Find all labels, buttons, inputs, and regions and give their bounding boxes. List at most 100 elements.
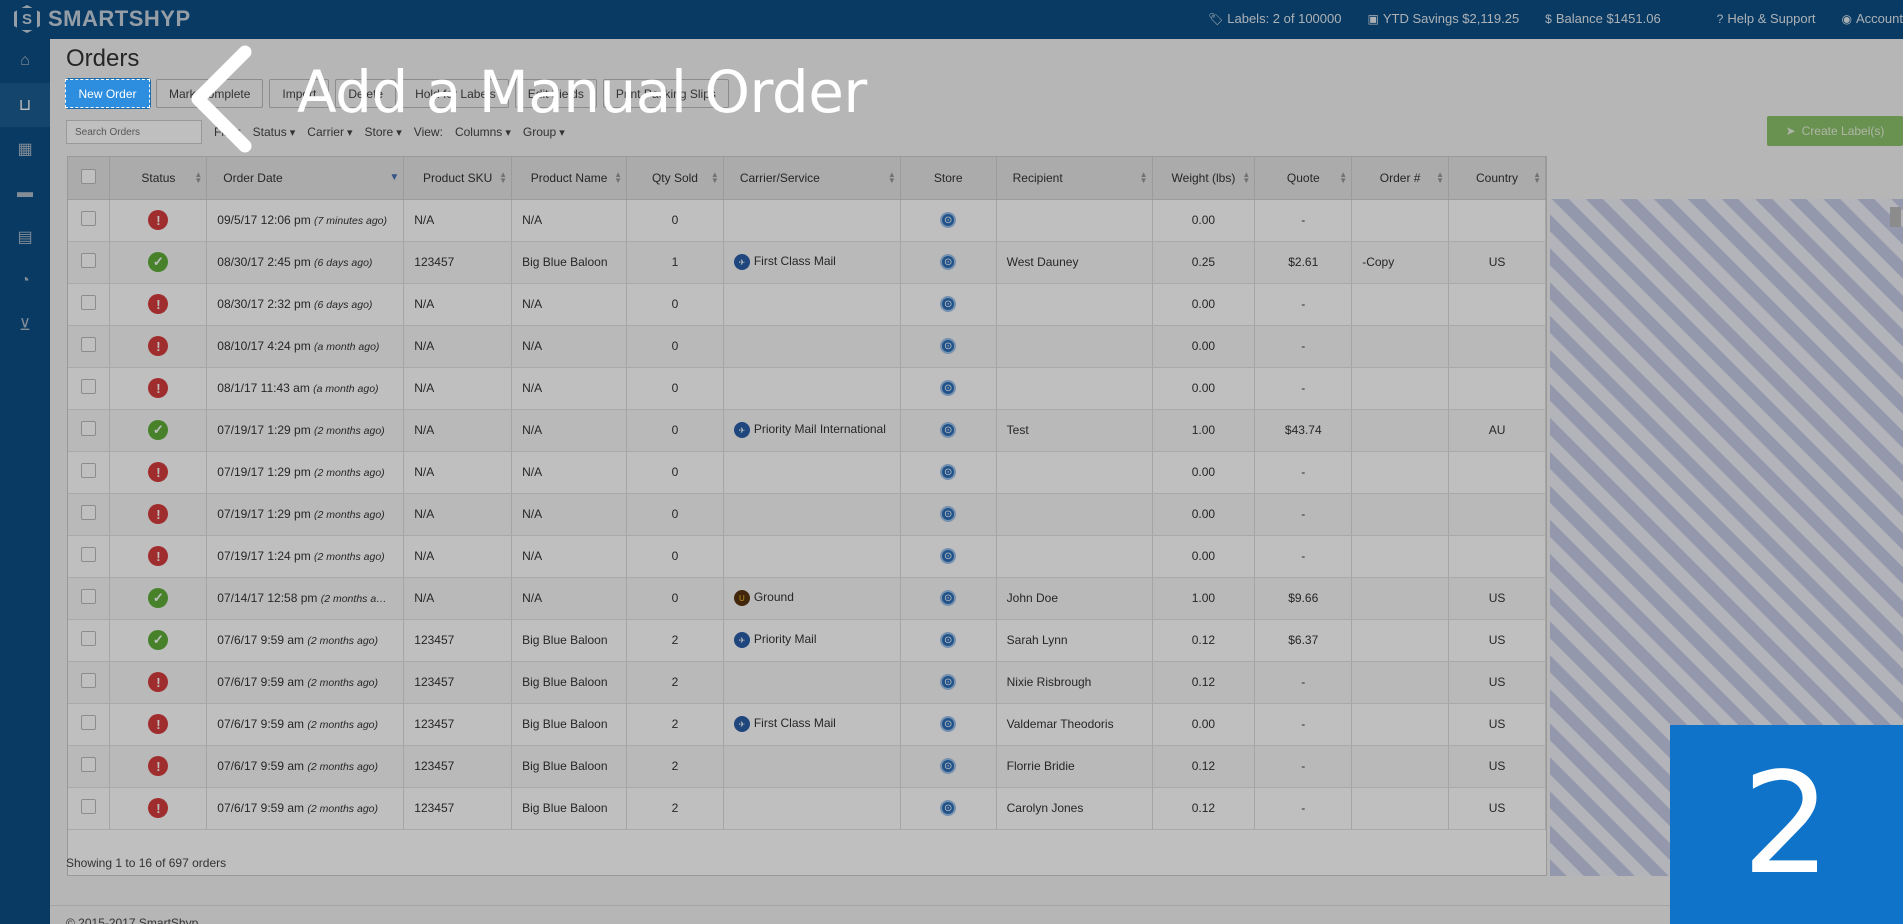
columns-dropdown[interactable]: Columns: [455, 125, 511, 139]
truck-icon[interactable]: ▬: [17, 184, 33, 201]
order-number-cell: [1351, 367, 1450, 410]
row-checkbox-cell: [68, 703, 111, 746]
print-packing-slips-button[interactable]: Print Packing Slips: [602, 79, 729, 108]
row-checkbox-cell: [68, 367, 111, 410]
col-quote[interactable]: Quote ▲ ▼: [1254, 157, 1353, 200]
country-cell: [1448, 451, 1546, 494]
recipient-cell: [996, 451, 1153, 494]
product-name-cell: N/A: [511, 577, 628, 620]
order-date-relative: (2 months ago): [314, 425, 385, 437]
order-date-cell: 08/30/17 2:32 pm (6 days ago): [206, 283, 405, 326]
recipient-cell: John Doe: [996, 577, 1153, 620]
table-row[interactable]: ! 07/6/17 9:59 am (2 months ago) 123457 …: [68, 745, 1546, 788]
create-labels-label: Create Label(s): [1801, 124, 1885, 138]
table-row[interactable]: ! 07/6/17 9:59 am (2 months ago) 123457 …: [68, 703, 1546, 746]
col-product-sku[interactable]: Product SKU ▲ ▼: [403, 157, 513, 200]
order-date: 08/30/17 2:32 pm: [217, 297, 311, 311]
table-row[interactable]: ✓ 07/14/17 12:58 pm (2 months a… N/A N/A…: [68, 577, 1546, 620]
store-icon: ⊙: [940, 212, 957, 229]
store-cell: ⊙: [900, 787, 997, 830]
select-all-checkbox[interactable]: [81, 168, 97, 184]
quote-cell: -: [1254, 199, 1353, 242]
row-checkbox[interactable]: [81, 253, 97, 268]
table-row[interactable]: ! 08/1/17 11:43 am (a month ago) N/A N/A…: [68, 367, 1546, 410]
col-product-name[interactable]: Product Name ▲ ▼: [511, 157, 628, 200]
basket-icon[interactable]: ⊔: [0, 83, 50, 127]
row-checkbox-cell: [68, 661, 111, 704]
weight-cell: 0.00: [1152, 451, 1256, 494]
qty-cell: 0: [626, 283, 724, 326]
col-carrier-service[interactable]: Carrier/Service ▲ ▼: [723, 157, 901, 200]
search-input[interactable]: [66, 120, 202, 144]
col-quote-label: Quote: [1286, 170, 1320, 185]
row-checkbox[interactable]: [81, 673, 97, 688]
pie-chart-icon[interactable]: ◔: [20, 272, 30, 289]
table-row[interactable]: ✓ 08/30/17 2:45 pm (6 days ago) 123457 B…: [68, 241, 1546, 284]
delete-button[interactable]: Delete: [335, 79, 397, 108]
col-status[interactable]: Status ▲ ▼: [109, 157, 208, 200]
table-row[interactable]: ! 08/10/17 4:24 pm (a month ago) N/A N/A…: [68, 325, 1546, 368]
row-checkbox[interactable]: [81, 295, 97, 310]
store-cell: ⊙: [900, 661, 997, 704]
col-weight[interactable]: Weight (lbs) ▲ ▼: [1152, 157, 1256, 200]
row-checkbox[interactable]: [81, 505, 97, 520]
col-store[interactable]: Store: [900, 157, 997, 200]
row-checkbox[interactable]: [81, 421, 97, 436]
col-order-number[interactable]: Order # ▲ ▼: [1351, 157, 1450, 200]
order-date: 07/6/17 9:59 am: [217, 717, 305, 731]
table-row[interactable]: ! 07/6/17 9:59 am (2 months ago) 123457 …: [68, 787, 1546, 830]
calendar-icon[interactable]: ▦: [17, 141, 33, 158]
table-row[interactable]: ✓ 07/19/17 1:29 pm (2 months ago) N/A N/…: [68, 409, 1546, 452]
account-menu[interactable]: ◉ Account: [1842, 11, 1903, 26]
row-checkbox[interactable]: [81, 631, 97, 646]
help-support-link[interactable]: ? Help & Support: [1717, 11, 1816, 26]
table-row[interactable]: ! 07/19/17 1:29 pm (2 months ago) N/A N/…: [68, 451, 1546, 494]
cart-icon[interactable]: ⊻: [19, 317, 31, 334]
table-row[interactable]: ! 08/30/17 2:32 pm (6 days ago) N/A N/A …: [68, 283, 1546, 326]
recipient-cell: [996, 367, 1153, 410]
row-checkbox[interactable]: [81, 799, 97, 814]
balance[interactable]: $ Balance $1451.06: [1545, 11, 1661, 26]
row-checkbox[interactable]: [81, 463, 97, 478]
error-icon: !: [148, 336, 169, 356]
store-dropdown[interactable]: Store: [365, 125, 402, 139]
account-text: Account: [1856, 11, 1903, 26]
order-date-relative: (6 days ago): [314, 299, 373, 311]
country-cell: US: [1448, 787, 1546, 830]
col-country[interactable]: Country ▲ ▼: [1448, 157, 1546, 200]
row-checkbox[interactable]: [81, 589, 97, 604]
import-button[interactable]: Import: [269, 79, 330, 108]
row-checkbox[interactable]: [81, 757, 97, 772]
country-cell: US: [1448, 577, 1546, 620]
row-checkbox[interactable]: [81, 211, 97, 226]
table-row[interactable]: ! 09/5/17 12:06 pm (7 minutes ago) N/A N…: [68, 199, 1546, 242]
order-date: 08/10/17 4:24 pm: [217, 339, 311, 353]
row-checkbox[interactable]: [81, 379, 97, 394]
row-checkbox[interactable]: [81, 547, 97, 562]
sort-icon: ▲ ▼: [499, 170, 508, 185]
logo[interactable]: S SMARTSHYP: [14, 5, 191, 33]
create-labels-button[interactable]: ➤ Create Label(s): [1767, 116, 1903, 146]
hold-for-labels-button[interactable]: Hold for Labels: [402, 79, 509, 108]
sort-icon: ▲ ▼: [614, 170, 623, 185]
store-icon: ⊙: [940, 758, 957, 775]
table-row[interactable]: ! 07/19/17 1:29 pm (2 months ago) N/A N/…: [68, 493, 1546, 536]
address-book-icon[interactable]: ▤: [17, 229, 33, 246]
status-dropdown[interactable]: Status: [253, 125, 296, 139]
table-row[interactable]: ! 07/19/17 1:24 pm (2 months ago) N/A N/…: [68, 535, 1546, 578]
group-dropdown[interactable]: Group: [523, 125, 565, 139]
table-row[interactable]: ! 07/6/17 9:59 am (2 months ago) 123457 …: [68, 661, 1546, 704]
scrollbar[interactable]: [1890, 207, 1901, 227]
home-icon[interactable]: ⌂: [20, 52, 30, 69]
row-checkbox[interactable]: [81, 337, 97, 352]
country-cell: [1448, 535, 1546, 578]
col-order-date[interactable]: Order Date ▼: [206, 157, 405, 200]
edit-fields-button[interactable]: Edit Fields: [514, 79, 597, 108]
col-recipient[interactable]: Recipient ▲ ▼: [996, 157, 1153, 200]
highlighted-new-order-button[interactable]: New Order: [65, 79, 150, 108]
table-row[interactable]: ✓ 07/6/17 9:59 am (2 months ago) 123457 …: [68, 619, 1546, 662]
product-name-cell: N/A: [511, 199, 628, 242]
row-checkbox[interactable]: [81, 715, 97, 730]
col-qty-sold[interactable]: Qty Sold ▲ ▼: [626, 157, 724, 200]
carrier-dropdown[interactable]: Carrier: [307, 125, 352, 139]
